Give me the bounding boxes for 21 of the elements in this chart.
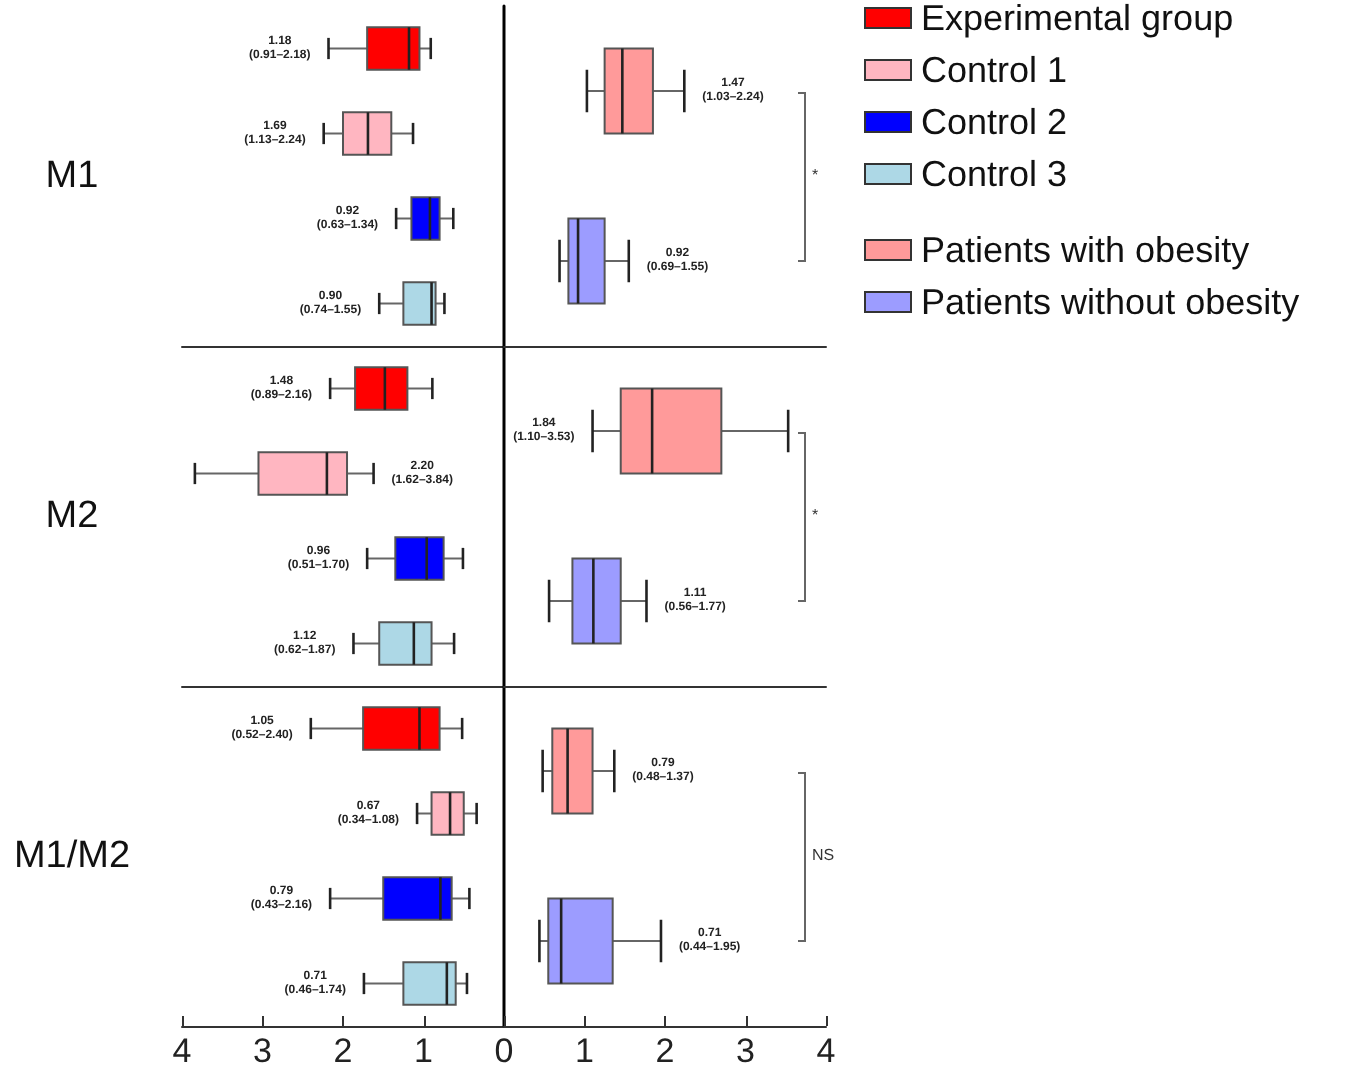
legend-label: Experimental group: [921, 0, 1234, 38]
y-tick-label: M2: [45, 495, 99, 537]
legend-label: Patients with obesity: [921, 230, 1250, 270]
legend-label: Patients without obesity: [921, 282, 1300, 322]
annotation: *: [812, 166, 819, 186]
x-tick-label: 3: [253, 1032, 272, 1068]
y-tick-label: M1/M2: [13, 835, 131, 877]
legend-label: Control 2: [921, 102, 1068, 142]
x-tick-label: 2: [655, 1032, 675, 1068]
x-tick-label: 1: [575, 1032, 594, 1068]
x-tick-label: 0: [494, 1032, 514, 1068]
x-tick-label: 1: [414, 1032, 433, 1068]
x-tick-label: 2: [333, 1032, 353, 1068]
legend-label: Control 1: [921, 50, 1068, 90]
x-tick-label: 3: [736, 1032, 755, 1068]
y-tick-label: M1: [45, 155, 99, 197]
annotation: *: [812, 506, 819, 526]
x-tick-label: 4: [172, 1032, 192, 1068]
annotation: NS: [812, 846, 835, 866]
legend-label: Control 3: [921, 154, 1068, 194]
x-tick-label: 4: [816, 1032, 836, 1068]
